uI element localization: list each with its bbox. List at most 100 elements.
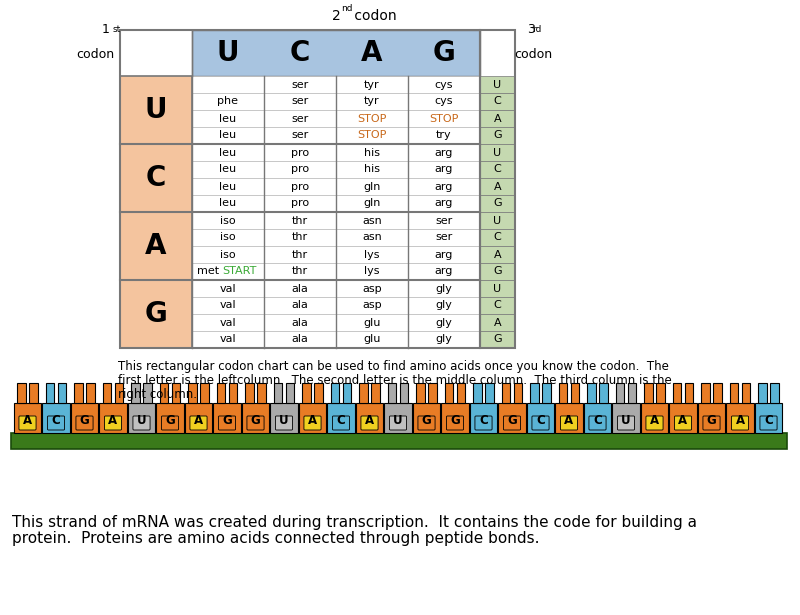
Bar (514, 383, 522, 403)
Bar (336, 212, 408, 229)
Text: glu: glu (363, 335, 381, 344)
Bar (480, 161, 515, 178)
Bar (327, 403, 354, 433)
FancyBboxPatch shape (618, 416, 634, 430)
Text: met: met (198, 266, 219, 277)
Bar (408, 280, 480, 297)
Bar (10, 433, 787, 449)
Bar (408, 93, 480, 110)
Bar (192, 127, 264, 144)
Text: gln: gln (363, 199, 381, 208)
Text: gly: gly (435, 301, 453, 311)
Text: A: A (565, 415, 574, 427)
Bar (42, 403, 70, 433)
Text: first letter is the left​column.  The second letter is the middle column.  The t: first letter is the left​column. The sec… (118, 374, 672, 387)
Text: 1: 1 (102, 23, 110, 36)
Text: A: A (362, 39, 382, 67)
Text: G: G (493, 266, 502, 277)
Bar (86, 383, 94, 403)
Bar (217, 383, 225, 403)
FancyBboxPatch shape (646, 416, 663, 430)
Bar (336, 127, 408, 144)
Text: U: U (137, 415, 146, 427)
Bar (185, 403, 212, 433)
Bar (702, 383, 710, 403)
Bar (413, 403, 440, 433)
Bar (371, 383, 379, 403)
Bar (714, 383, 722, 403)
Text: C: C (479, 415, 488, 427)
Bar (74, 383, 82, 403)
Bar (264, 263, 336, 280)
Bar (480, 127, 515, 144)
Text: G: G (507, 415, 517, 427)
Bar (264, 195, 336, 212)
Text: G: G (222, 415, 232, 427)
Bar (641, 403, 668, 433)
Bar (356, 403, 383, 433)
Text: C: C (337, 415, 346, 427)
Text: A: A (109, 415, 118, 427)
Text: codon: codon (76, 48, 114, 61)
FancyBboxPatch shape (275, 416, 293, 430)
Text: A: A (678, 415, 687, 427)
Bar (770, 383, 778, 403)
Text: C: C (593, 415, 602, 427)
Text: tyr: tyr (364, 97, 380, 106)
Text: G: G (165, 415, 175, 427)
Bar (264, 93, 336, 110)
Text: ala: ala (291, 335, 309, 344)
Text: G: G (250, 415, 260, 427)
Bar (480, 93, 515, 110)
Bar (384, 403, 412, 433)
FancyBboxPatch shape (446, 416, 463, 430)
Bar (542, 383, 550, 403)
Text: C: C (536, 415, 545, 427)
Bar (58, 383, 66, 403)
Bar (264, 127, 336, 144)
FancyBboxPatch shape (561, 416, 578, 430)
Text: asp: asp (362, 301, 382, 311)
FancyBboxPatch shape (418, 416, 435, 430)
Bar (498, 403, 526, 433)
Text: cys: cys (434, 97, 454, 106)
Bar (502, 383, 510, 403)
Bar (408, 212, 480, 229)
Bar (628, 383, 636, 403)
FancyBboxPatch shape (390, 416, 406, 430)
Bar (120, 280, 192, 348)
Text: A: A (494, 181, 502, 191)
Bar (408, 263, 480, 280)
Text: C: C (764, 415, 773, 427)
Bar (408, 314, 480, 331)
Bar (336, 110, 408, 127)
FancyBboxPatch shape (703, 416, 720, 430)
Text: A: A (146, 232, 166, 260)
Text: st: st (113, 25, 122, 34)
Text: his: his (364, 148, 380, 157)
Bar (120, 30, 480, 348)
Bar (120, 144, 192, 212)
Bar (480, 110, 515, 127)
Bar (314, 383, 322, 403)
Text: ala: ala (291, 301, 309, 311)
Text: thr: thr (292, 250, 308, 260)
Text: C: C (52, 415, 60, 427)
Bar (480, 297, 515, 314)
Text: arg: arg (435, 181, 453, 191)
Text: arg: arg (435, 199, 453, 208)
Bar (336, 144, 408, 161)
Bar (408, 297, 480, 314)
Text: This rectangular codon chart can be used to find amino acids once you know the c: This rectangular codon chart can be used… (118, 360, 669, 373)
Bar (486, 383, 494, 403)
Bar (336, 314, 408, 331)
Text: thr: thr (292, 215, 308, 226)
Bar (99, 403, 126, 433)
Bar (408, 76, 480, 93)
Bar (571, 383, 579, 403)
Bar (474, 383, 482, 403)
Text: thr: thr (292, 266, 308, 277)
Bar (758, 383, 766, 403)
Bar (192, 195, 264, 212)
Bar (480, 246, 515, 263)
